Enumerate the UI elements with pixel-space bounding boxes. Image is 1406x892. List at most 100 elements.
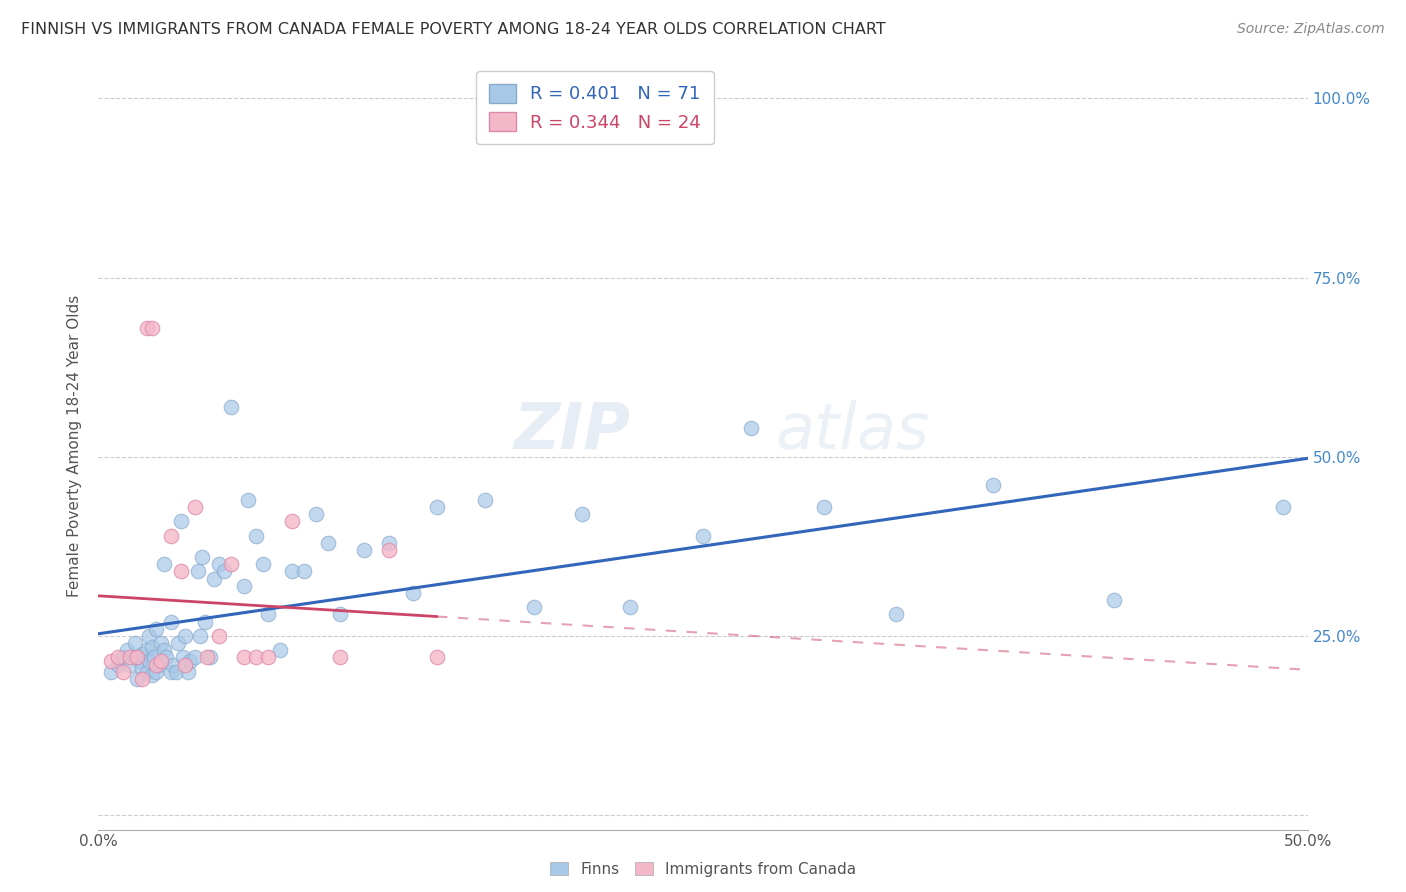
- Point: [426, 650, 449, 665]
- Point: [281, 514, 304, 528]
- Point: [169, 514, 191, 528]
- Point: [256, 650, 278, 665]
- Point: [152, 558, 174, 572]
- Point: [131, 672, 153, 686]
- Point: [174, 629, 197, 643]
- Point: [160, 528, 183, 542]
- Point: [135, 320, 157, 334]
- Point: [305, 507, 328, 521]
- Point: [169, 565, 191, 579]
- Point: [177, 665, 200, 679]
- Point: [100, 665, 122, 679]
- Point: [245, 650, 267, 665]
- Point: [118, 650, 141, 665]
- Point: [111, 650, 134, 665]
- Point: [208, 558, 231, 572]
- Point: [353, 543, 375, 558]
- Point: [165, 665, 187, 679]
- Point: [138, 629, 160, 643]
- Point: [172, 650, 194, 665]
- Point: [221, 558, 243, 572]
- Point: [145, 657, 167, 672]
- Point: [179, 654, 201, 668]
- Point: [1102, 593, 1125, 607]
- Point: [107, 650, 129, 665]
- Text: ZIP: ZIP: [513, 400, 630, 462]
- Point: [187, 565, 209, 579]
- Point: [128, 654, 150, 668]
- Point: [150, 654, 173, 668]
- Point: [141, 320, 163, 334]
- Point: [981, 478, 1004, 492]
- Point: [292, 565, 315, 579]
- Point: [886, 607, 908, 622]
- Point: [329, 650, 352, 665]
- Point: [141, 668, 163, 682]
- Point: [212, 565, 235, 579]
- Point: [127, 650, 149, 665]
- Point: [208, 629, 231, 643]
- Point: [195, 650, 218, 665]
- Point: [135, 665, 157, 679]
- Text: atlas: atlas: [776, 400, 929, 462]
- Point: [194, 615, 217, 629]
- Point: [740, 421, 762, 435]
- Text: Source: ZipAtlas.com: Source: ZipAtlas.com: [1237, 22, 1385, 37]
- Point: [131, 647, 153, 661]
- Point: [167, 636, 190, 650]
- Point: [111, 665, 134, 679]
- Point: [316, 536, 339, 550]
- Point: [148, 657, 170, 672]
- Text: FINNISH VS IMMIGRANTS FROM CANADA FEMALE POVERTY AMONG 18-24 YEAR OLDS CORRELATI: FINNISH VS IMMIGRANTS FROM CANADA FEMALE…: [21, 22, 886, 37]
- Point: [155, 650, 177, 665]
- Legend: R = 0.401   N = 71, R = 0.344   N = 24: R = 0.401 N = 71, R = 0.344 N = 24: [477, 71, 714, 145]
- Point: [107, 657, 129, 672]
- Point: [245, 528, 267, 542]
- Point: [281, 565, 304, 579]
- Point: [100, 654, 122, 668]
- Point: [619, 600, 641, 615]
- Point: [402, 586, 425, 600]
- Point: [141, 640, 163, 654]
- Point: [571, 507, 593, 521]
- Point: [188, 629, 211, 643]
- Point: [150, 636, 173, 650]
- Point: [221, 400, 243, 414]
- Point: [269, 643, 291, 657]
- Point: [523, 600, 546, 615]
- Point: [426, 500, 449, 514]
- Point: [135, 643, 157, 657]
- Point: [174, 657, 197, 672]
- Point: [118, 657, 141, 672]
- Point: [145, 622, 167, 636]
- Point: [692, 528, 714, 542]
- Point: [377, 536, 399, 550]
- Point: [252, 558, 274, 572]
- Point: [152, 643, 174, 657]
- Point: [238, 492, 260, 507]
- Point: [377, 543, 399, 558]
- Point: [184, 650, 207, 665]
- Point: [329, 607, 352, 622]
- Point: [124, 636, 146, 650]
- Point: [1272, 500, 1295, 514]
- Point: [117, 643, 139, 657]
- Point: [184, 500, 207, 514]
- Point: [232, 650, 254, 665]
- Point: [191, 550, 214, 565]
- Point: [160, 615, 183, 629]
- Y-axis label: Female Poverty Among 18-24 Year Olds: Female Poverty Among 18-24 Year Olds: [67, 295, 83, 597]
- Point: [256, 607, 278, 622]
- Point: [232, 579, 254, 593]
- Point: [138, 654, 160, 668]
- Point: [124, 650, 146, 665]
- Point: [474, 492, 496, 507]
- Point: [160, 665, 183, 679]
- Point: [145, 665, 167, 679]
- Legend: Finns, Immigrants from Canada: Finns, Immigrants from Canada: [543, 854, 863, 884]
- Point: [131, 661, 153, 675]
- Point: [198, 650, 221, 665]
- Point: [813, 500, 835, 514]
- Point: [204, 572, 226, 586]
- Point: [143, 650, 166, 665]
